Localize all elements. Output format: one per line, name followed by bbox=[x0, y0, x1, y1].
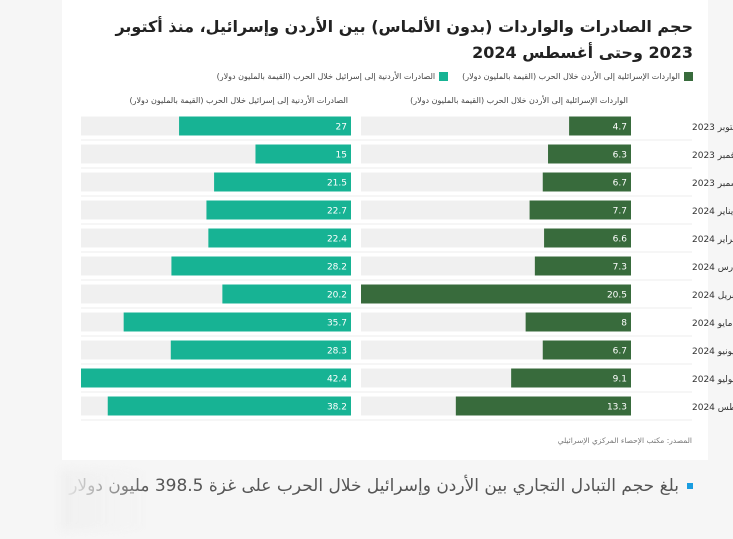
data-label-exports: 28.3 bbox=[327, 347, 347, 357]
bar-exports bbox=[107, 396, 351, 416]
bar-exports bbox=[170, 340, 351, 360]
bar-exports bbox=[179, 116, 351, 136]
data-label-exports: 22.7 bbox=[327, 207, 347, 217]
data-label-imports: 9.1 bbox=[613, 375, 627, 385]
legend-swatch-exports bbox=[439, 72, 449, 81]
data-label-exports: 20.2 bbox=[327, 291, 347, 301]
chart-svg: أكتوبر 2023 4.7 27 نوفمبر 2023 6.3 15 ديسمبر 2… bbox=[81, 116, 733, 421]
category-label: أبريل 2024 bbox=[692, 289, 733, 301]
bar-exports bbox=[123, 312, 351, 332]
blurred-overlay bbox=[60, 470, 150, 530]
legend-label-imports: الواردات الإسرائلية إلى الأردن خلال الحر… bbox=[462, 72, 680, 81]
data-label-imports: 4.7 bbox=[613, 123, 627, 133]
data-label-exports: 22.4 bbox=[327, 235, 347, 245]
category-label: يونيو 2024 bbox=[692, 347, 733, 357]
data-label-imports: 7.3 bbox=[613, 263, 627, 273]
legend-swatch-imports bbox=[684, 72, 693, 81]
panel-header-imports: الواردات الإسرائلية إلى الأردن خلال الحر… bbox=[410, 96, 628, 105]
bar-exports bbox=[206, 200, 351, 220]
legend-label-exports: الصادرات الأردنية إلى إسرائيل خلال الحرب… bbox=[216, 72, 436, 81]
data-label-imports: 6.6 bbox=[613, 235, 628, 245]
bar-exports bbox=[255, 144, 351, 164]
bar-imports bbox=[544, 228, 631, 248]
bar-imports bbox=[542, 172, 631, 192]
category-label: يناير 2024 bbox=[692, 207, 733, 217]
data-label-exports: 21.5 bbox=[327, 179, 347, 189]
data-label-imports: 7.7 bbox=[613, 207, 627, 217]
data-label-imports: 6.7 bbox=[613, 347, 627, 357]
data-label-exports: 15 bbox=[336, 151, 347, 161]
bar-imports bbox=[542, 340, 631, 360]
data-label-imports: 8 bbox=[621, 319, 627, 329]
category-label: أغسطس 2024 bbox=[692, 401, 733, 413]
article-bullet: بلغ حجم التبادل التجاري بين الأردن وإسرا… bbox=[69, 476, 693, 496]
data-label-imports: 13.3 bbox=[607, 403, 627, 413]
legend: الواردات الإسرائلية إلى الأردن خلال الحر… bbox=[217, 72, 693, 81]
category-label: مارس 2024 bbox=[692, 263, 733, 273]
data-label-imports: 20.5 bbox=[607, 291, 627, 301]
category-label: ديسمبر 2023 bbox=[692, 179, 733, 189]
data-label-exports: 35.7 bbox=[327, 319, 347, 329]
bar-imports bbox=[511, 368, 631, 388]
bar-imports bbox=[361, 284, 631, 304]
category-label: يوليو 2024 bbox=[692, 375, 733, 385]
data-label-exports: 28.2 bbox=[327, 263, 347, 273]
bar-exports bbox=[222, 284, 351, 304]
bar-exports bbox=[208, 228, 351, 248]
category-label: فبراير 2024 bbox=[692, 235, 733, 245]
bar-imports bbox=[534, 256, 631, 276]
bar-exports bbox=[214, 172, 351, 192]
bar-exports bbox=[171, 256, 351, 276]
bar-track-imports bbox=[361, 116, 631, 136]
legend-item-imports: الواردات الإسرائلية إلى الأردن خلال الحر… bbox=[462, 72, 693, 81]
category-label: مايو 2024 bbox=[692, 319, 733, 329]
bar-imports bbox=[548, 144, 631, 164]
bar-exports bbox=[81, 368, 351, 388]
data-label-exports: 38.2 bbox=[327, 403, 347, 413]
bullet-square-icon bbox=[687, 483, 693, 489]
data-label-exports: 42.4 bbox=[327, 375, 347, 385]
bar-imports bbox=[455, 396, 631, 416]
source-note: المصدر: مكتب الإحصاء المركزي الإسرائيلي bbox=[557, 436, 692, 445]
bar-imports bbox=[525, 312, 631, 332]
data-label-exports: 27 bbox=[336, 123, 347, 133]
data-label-imports: 6.3 bbox=[613, 151, 627, 161]
chart-title: حجم الصادرات والواردات (بدون الألماس) بي… bbox=[115, 17, 693, 62]
data-label-imports: 6.7 bbox=[613, 179, 627, 189]
legend-item-exports: الصادرات الأردنية إلى إسرائيل خلال الحرب… bbox=[217, 72, 449, 81]
category-label: نوفمبر 2023 bbox=[692, 151, 733, 161]
category-label: أكتوبر 2023 bbox=[692, 121, 733, 133]
panel-header-exports: الصادرات الأردنية إلى إسرائيل خلال الحرب… bbox=[129, 96, 348, 105]
bar-imports bbox=[529, 200, 631, 220]
bar-imports bbox=[569, 116, 631, 136]
bullet-text: بلغ حجم التبادل التجاري بين الأردن وإسرا… bbox=[69, 476, 679, 496]
